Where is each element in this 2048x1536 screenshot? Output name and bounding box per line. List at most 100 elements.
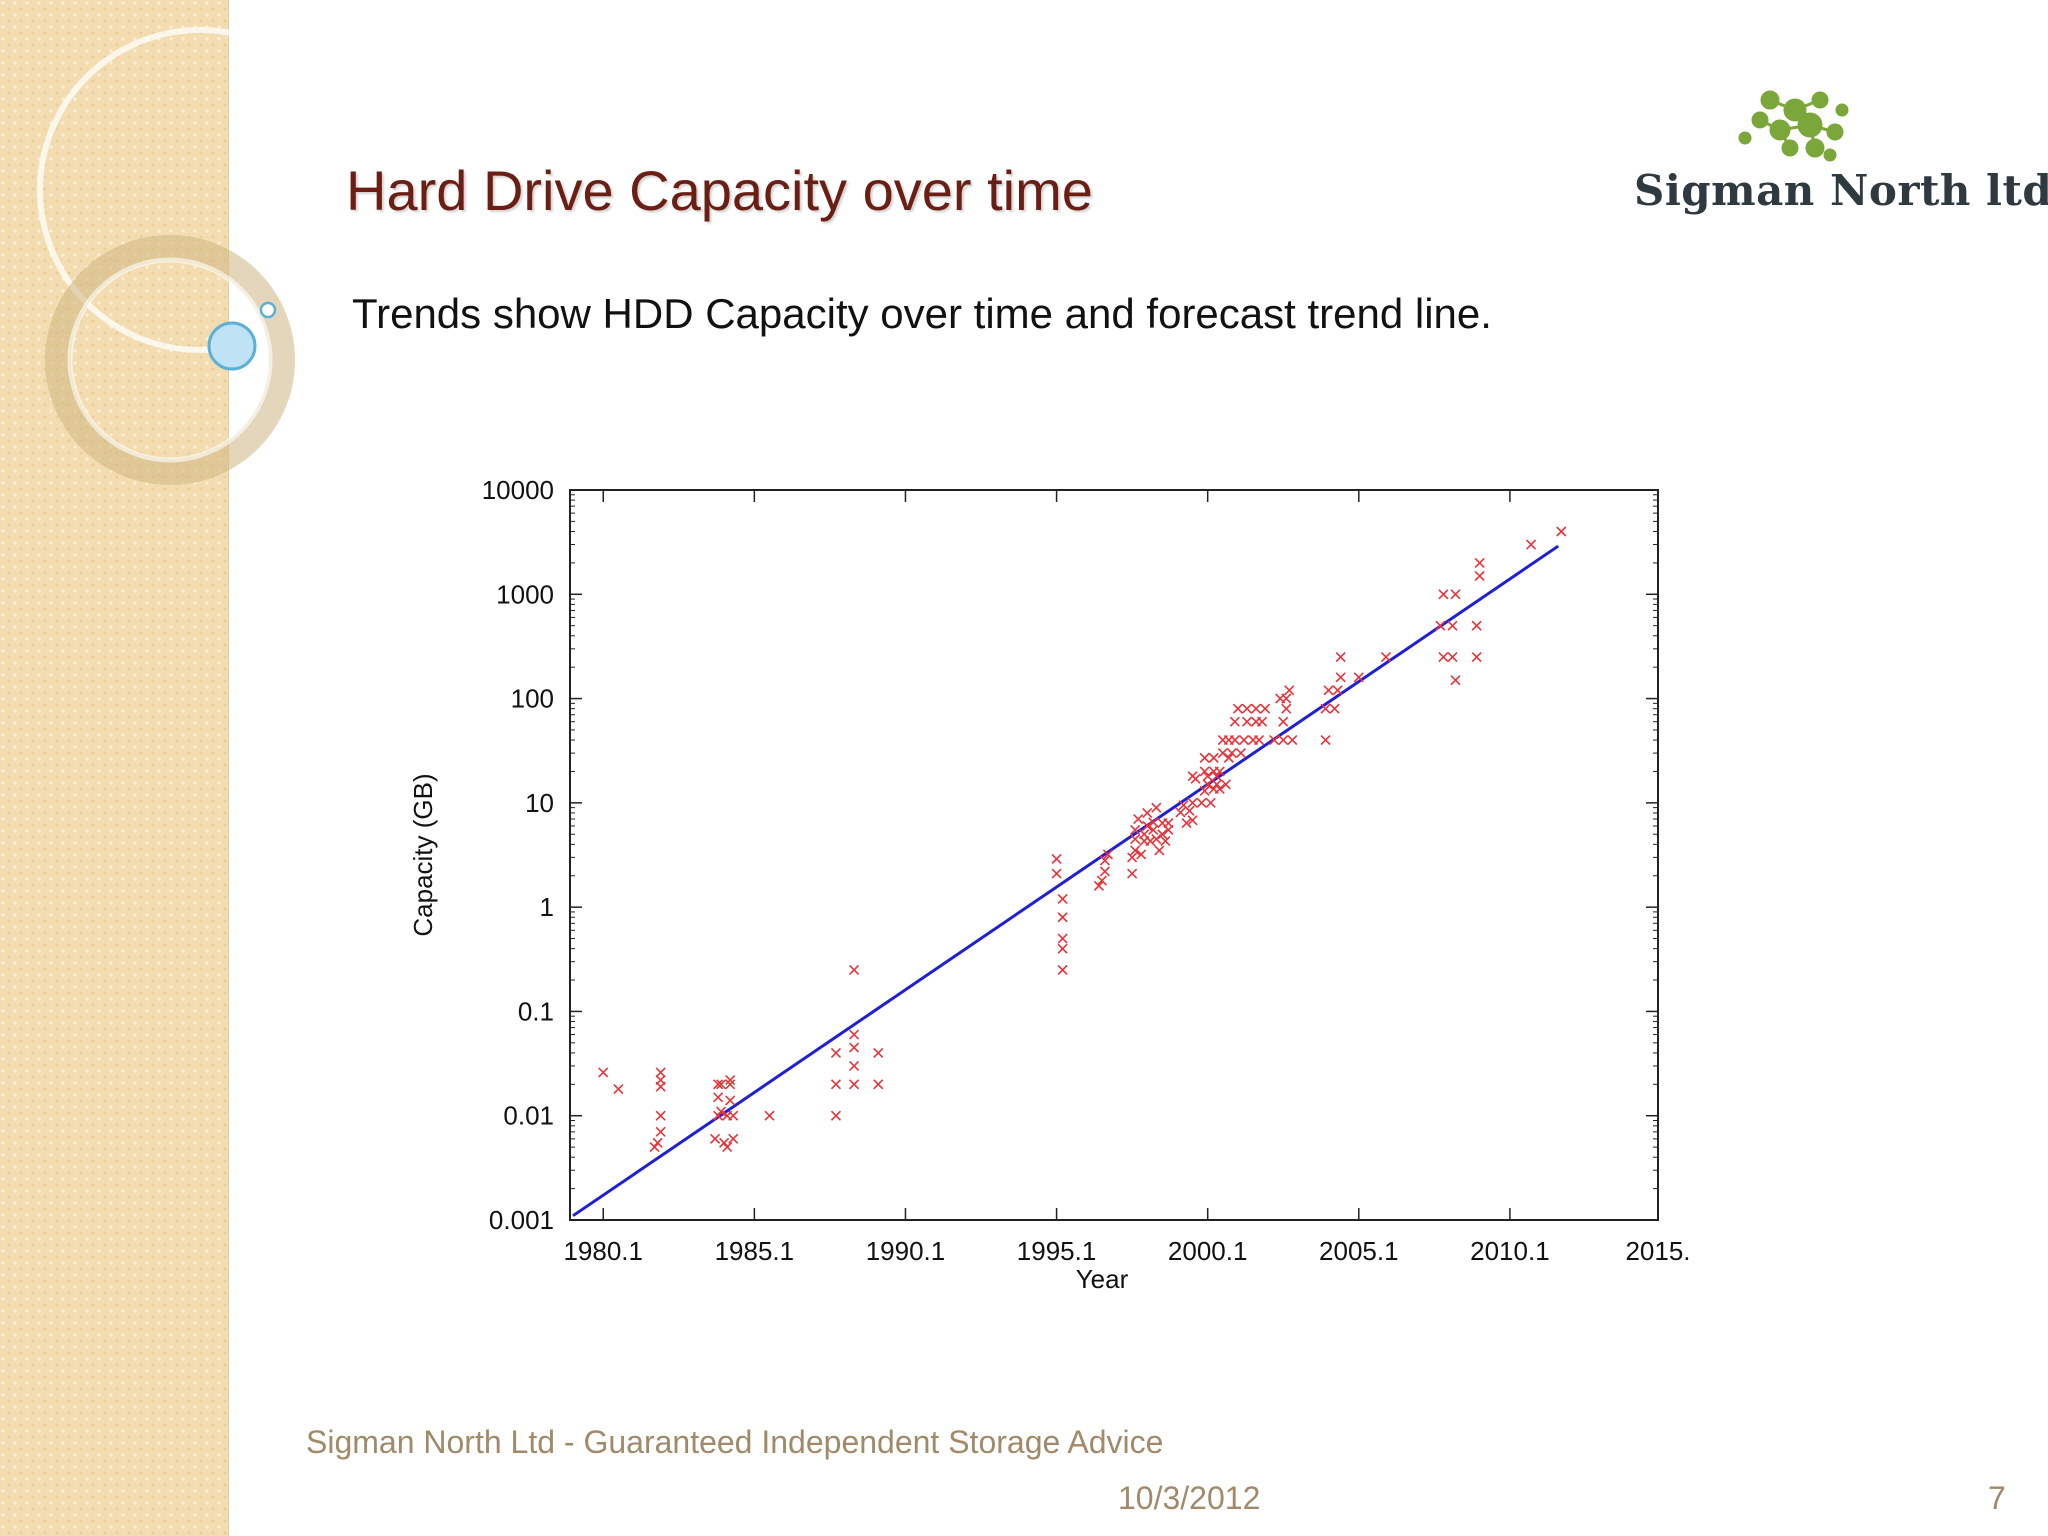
data-point	[1199, 752, 1210, 763]
data-point	[728, 1133, 739, 1144]
data-point	[764, 1110, 775, 1121]
data-point	[1329, 703, 1340, 714]
data-point	[1148, 824, 1159, 835]
data-point	[1102, 849, 1114, 860]
data-point	[1051, 853, 1062, 864]
data-point	[849, 1060, 860, 1072]
data-point	[1199, 785, 1210, 797]
data-point	[1332, 685, 1343, 696]
plot-frame	[569, 489, 1659, 1221]
data-point	[1278, 735, 1289, 746]
logo-text: Sigman North ltd	[1634, 166, 2048, 215]
data-point	[1438, 652, 1449, 663]
data-point	[1154, 845, 1165, 856]
data-point	[1208, 752, 1219, 763]
decorative-rings	[37, 27, 300, 485]
data-point	[725, 1079, 736, 1090]
ring-large	[37, 27, 300, 353]
data-point	[728, 1110, 739, 1121]
data-point	[655, 1110, 666, 1121]
data-point	[716, 1106, 727, 1117]
data-point	[1130, 824, 1141, 835]
trend-line	[572, 544, 1560, 1217]
y-tick-label: 100	[511, 684, 554, 714]
data-point	[849, 1029, 860, 1040]
capacity-chart: Capacity (GB) Year 0.001 0.01 0.1 1 10 100 100…	[408, 475, 1691, 1294]
x-axis-label: Year	[1076, 1264, 1129, 1294]
data-point	[1226, 748, 1237, 759]
data-point	[1051, 868, 1062, 879]
y-tick-label: 1	[540, 892, 554, 922]
data-point	[1471, 652, 1482, 663]
data-point	[1335, 652, 1346, 663]
data-point	[1281, 703, 1292, 714]
data-point	[655, 1074, 666, 1086]
page-number: 7	[1988, 1480, 2006, 1516]
data-point	[1187, 797, 1198, 808]
data-point	[1287, 735, 1298, 746]
data-point	[1184, 805, 1195, 816]
data-point	[1057, 893, 1068, 904]
data-point	[1211, 779, 1222, 790]
data-point	[1099, 855, 1110, 866]
data-point	[1435, 620, 1446, 631]
data-point	[1471, 620, 1482, 631]
data-point	[1447, 620, 1458, 631]
data-point	[1148, 817, 1159, 828]
data-point	[1142, 820, 1153, 832]
data-point	[1096, 875, 1107, 886]
y-tick-label: 10	[525, 788, 554, 818]
data-point	[1181, 818, 1192, 829]
data-point	[1057, 943, 1068, 954]
plot-area: 0.001 0.01 0.1 1 10 100 1000 10000 1980.1 1985.1 1…	[482, 475, 1691, 1266]
data-point	[725, 1074, 736, 1086]
data-point	[1320, 703, 1331, 714]
data-point	[1260, 703, 1271, 714]
data-point	[873, 1047, 884, 1058]
y-tick-label: 10000	[482, 475, 554, 505]
data-point	[1142, 807, 1153, 819]
data-point	[1190, 773, 1201, 784]
data-point	[1145, 836, 1156, 847]
bubble-small	[259, 301, 277, 319]
company-logo-icon	[1738, 90, 1849, 162]
data-point	[1335, 672, 1346, 683]
data-point	[1202, 771, 1213, 782]
data-point	[1163, 818, 1174, 829]
data-point	[1136, 849, 1147, 860]
data-point	[1257, 716, 1268, 727]
data-point	[1556, 526, 1567, 537]
x-tick-label: 2015.	[1625, 1236, 1690, 1266]
data-point	[1093, 880, 1104, 891]
y-tick-label: 0.01	[503, 1101, 554, 1131]
data-point	[1380, 652, 1392, 663]
data-point	[1205, 797, 1216, 808]
data-point	[1130, 833, 1141, 845]
data-point	[1254, 735, 1265, 746]
data-point	[1175, 807, 1186, 818]
data-point	[652, 1137, 663, 1148]
data-point	[1269, 735, 1280, 746]
ring-inner	[67, 257, 273, 463]
data-point	[1241, 716, 1253, 727]
slide-subtitle: Trends show HDD Capacity over time and f…	[352, 290, 1492, 337]
data-point	[1284, 685, 1295, 696]
data-point	[1474, 557, 1485, 568]
y-tick-label: 1000	[496, 579, 554, 609]
data-point	[1320, 735, 1331, 746]
slide-title: Hard Drive Capacity over time	[346, 159, 1093, 222]
data-point	[1199, 766, 1210, 777]
data-point	[1127, 852, 1138, 863]
data-point	[1057, 964, 1068, 975]
data-point	[722, 1142, 733, 1153]
data-point	[1229, 735, 1240, 746]
x-tick-label: 2000.1	[1168, 1236, 1248, 1266]
data-point	[613, 1084, 624, 1095]
data-point	[1223, 752, 1234, 763]
y-tick-label: 0.001	[489, 1205, 554, 1235]
data-point	[1281, 693, 1292, 704]
data-point	[1211, 771, 1222, 782]
data-point	[655, 1067, 666, 1078]
data-point	[1157, 829, 1168, 840]
data-point	[649, 1142, 660, 1153]
